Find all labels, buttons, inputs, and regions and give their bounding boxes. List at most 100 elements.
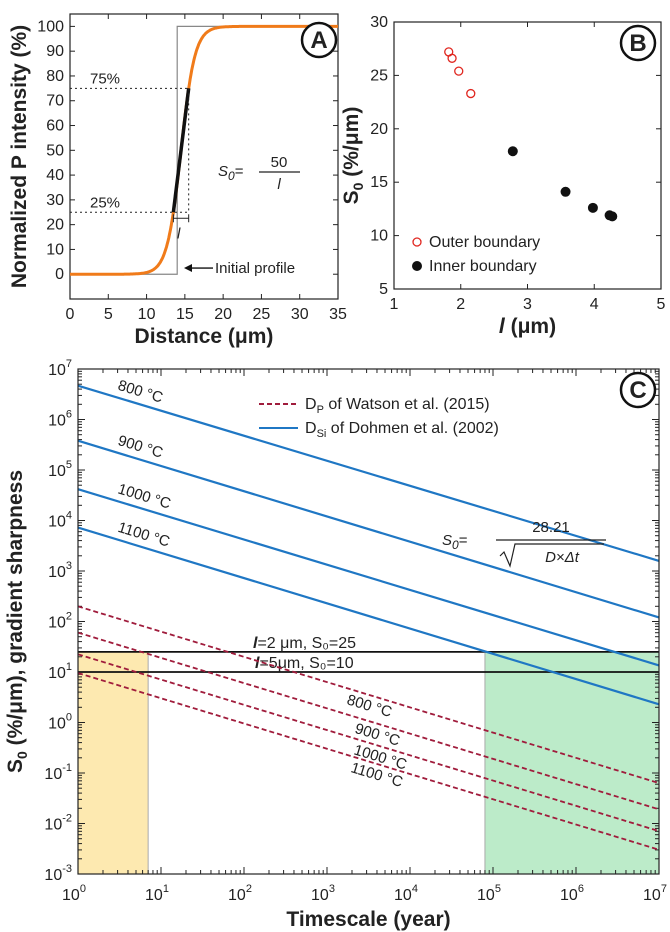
y-tick-label: 100 [48, 712, 72, 733]
panel-letter: C [629, 377, 646, 404]
legend-text: D [305, 420, 317, 437]
threshold-label: l=5μm, S₀=10 [255, 655, 354, 672]
y-tick-label: 10-1 [44, 762, 72, 783]
formula-symbol: S [218, 163, 228, 180]
y-tick-label: 70 [46, 93, 64, 110]
gradient-segment [171, 88, 191, 213]
inner-boundary-point [507, 146, 518, 157]
x-axis-label: l (μm) [499, 315, 556, 338]
x-tick-label: 0 [66, 306, 75, 323]
dohmen-line [77, 384, 660, 562]
x-tick-label: 105 [477, 883, 501, 904]
tick-exponent: 4 [66, 510, 72, 522]
tick-base: 10 [643, 887, 661, 904]
tick-base: 10 [48, 514, 66, 531]
watson-line [77, 672, 660, 851]
tick-base: 10 [311, 887, 329, 904]
tick-exponent: 5 [495, 883, 501, 895]
x-tick-label: 30 [291, 306, 309, 323]
x-tick-label: 25 [253, 306, 271, 323]
tick-base: 10 [62, 887, 80, 904]
x-axis-symbol: l [499, 315, 506, 338]
isotherm-label: 1000 °C [116, 481, 173, 513]
y-tick-label: 90 [46, 43, 64, 60]
formula-sqrt [499, 543, 604, 568]
panel-b: 1 2 3 4 5 5 10 15 20 25 30 Outer boundary Inner boun… [340, 14, 666, 338]
arrow-head [184, 264, 192, 273]
legend-text: D [305, 396, 317, 413]
x-axis-unit: (μm) [505, 315, 556, 338]
tick-base: 10 [48, 716, 66, 733]
panel-letter-circle [619, 24, 657, 62]
inner-boundary-point [560, 186, 571, 197]
y-axis-subscript: 0 [14, 751, 30, 759]
formula-subscript: 0 [452, 538, 459, 552]
dohmen-line [77, 488, 660, 667]
y-tick-label: 10-3 [44, 863, 72, 884]
legend-label: DSi of Dohmen et al. (2002) [305, 420, 499, 440]
x-tick-label: 2 [456, 296, 465, 313]
formula-denominator: D×Δt [545, 549, 580, 566]
x-tick-label: 10 [138, 306, 156, 323]
legend-subscript: Si [317, 428, 327, 440]
y-tick-label: 101 [48, 661, 72, 682]
tick-exponent: 7 [66, 358, 72, 370]
x-tick-label: 5 [657, 296, 666, 313]
y-tick-label: 5 [379, 281, 388, 298]
watson-line [77, 653, 660, 832]
plot-frame [69, 13, 339, 300]
tick-base: 10 [48, 463, 66, 480]
formula-equals: = [459, 532, 468, 549]
x-tick-label: 1 [390, 296, 399, 313]
threshold-symbol: l [253, 635, 258, 652]
outer-boundary-point [447, 53, 457, 63]
isotherm-label: 1100 °C [116, 519, 172, 551]
isotherm-label: 900 °C [116, 432, 165, 462]
tick-base: 10 [48, 615, 66, 632]
panel-letter-circle [300, 21, 338, 59]
panel-a: 0 5 10 15 20 25 30 35 0 10 20 30 40 50 60 70 80 90 100 75% 2… [8, 13, 347, 348]
x-tick-label: 15 [176, 306, 194, 323]
y-axis-label: Normalized P intensity (%) [8, 25, 31, 288]
tick-base: 10 [48, 362, 66, 379]
formula-lhs: S0= [218, 163, 244, 183]
panel-letter: A [310, 27, 327, 54]
tick-exponent: -3 [62, 863, 72, 875]
dohmen-line [77, 439, 660, 619]
x-tick-label: 107 [643, 883, 667, 904]
tick-exponent: 6 [578, 883, 584, 895]
initial-profile-line [70, 25, 338, 275]
tick-exponent: 3 [66, 560, 72, 572]
tick-base: 10 [394, 887, 412, 904]
tick-base: 10 [145, 887, 163, 904]
legend-text: of Dohmen et al. (2002) [326, 420, 499, 437]
y-tick-label: 0 [55, 266, 64, 283]
tick-exponent: 6 [66, 409, 72, 421]
x-axis-label: Distance (μm) [135, 325, 274, 348]
x-tick-label: 5 [104, 306, 113, 323]
tick-base: 10 [44, 766, 62, 783]
threshold-symbol: l [255, 655, 260, 672]
panel-letter: B [629, 30, 646, 57]
y-tick-label: 30 [370, 14, 388, 31]
y-axis-label: S0 (%/μm), gradient sharpness [4, 470, 30, 773]
tick-exponent: 3 [329, 883, 335, 895]
y-tick-label: 20 [46, 217, 64, 234]
legend-outer-marker [412, 237, 422, 247]
legend-label: DP of Watson et al. (2015) [305, 396, 490, 416]
tick-exponent: 7 [661, 883, 667, 895]
formula-subscript: 0 [228, 169, 235, 183]
tick-exponent: -1 [62, 762, 72, 774]
x-tick-label: 104 [394, 883, 418, 904]
intensity-profile-line [70, 24, 338, 276]
y-axis-unit: (%/μm) [340, 107, 363, 183]
y-axis-symbol: S [4, 759, 27, 773]
y-tick-label: 15 [370, 174, 388, 191]
tick-exponent: 1 [163, 883, 169, 895]
watson-line [77, 631, 660, 811]
y-tick-label: 106 [48, 409, 72, 430]
outer-boundary-point [454, 66, 464, 76]
reference-level-label: 25% [90, 194, 120, 211]
y-tick-label: 105 [48, 459, 72, 480]
